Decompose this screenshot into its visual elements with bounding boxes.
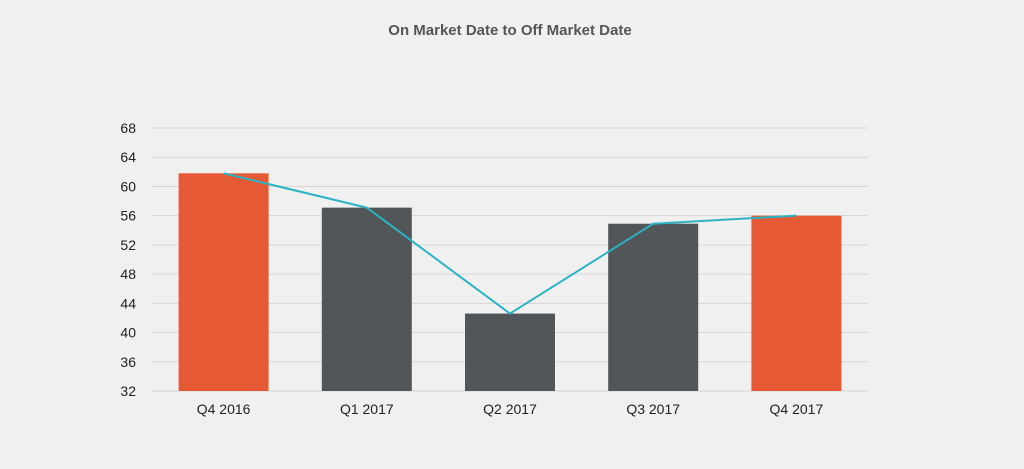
y-tick-label: 64 [120,149,136,165]
y-tick-label: 52 [120,237,136,253]
y-axis-ticks: 68 64 60 56 52 48 44 40 36 32 [120,120,136,399]
y-tick-label: 60 [120,178,136,194]
y-tick-label: 48 [120,266,136,282]
x-category-label: Q2 2017 [483,401,537,417]
chart-title: On Market Date to Off Market Date [388,22,631,39]
bar-q4-2016 [178,173,269,391]
bar-q2-2017 [465,313,555,391]
x-category-label: Q1 2017 [340,401,394,417]
y-tick-label: 32 [120,383,136,399]
bar-q1-2017 [321,207,412,391]
bar-q4-2017 [751,215,842,391]
trend-line-series [223,172,797,315]
trend-line [223,172,797,315]
y-tick-label: 68 [120,120,136,136]
x-category-label: Q4 2016 [197,401,251,417]
bars [178,173,842,391]
x-category-label: Q3 2017 [626,401,680,417]
y-tick-label: 56 [120,208,136,224]
x-axis-labels: Q4 2016 Q1 2017 Q2 2017 Q3 2017 Q4 2017 [197,401,824,417]
y-tick-label: 36 [120,354,136,370]
y-tick-label: 44 [120,295,136,311]
x-category-label: Q4 2017 [770,401,824,417]
bar-q3-2017 [608,223,699,391]
y-tick-label: 40 [120,325,136,341]
